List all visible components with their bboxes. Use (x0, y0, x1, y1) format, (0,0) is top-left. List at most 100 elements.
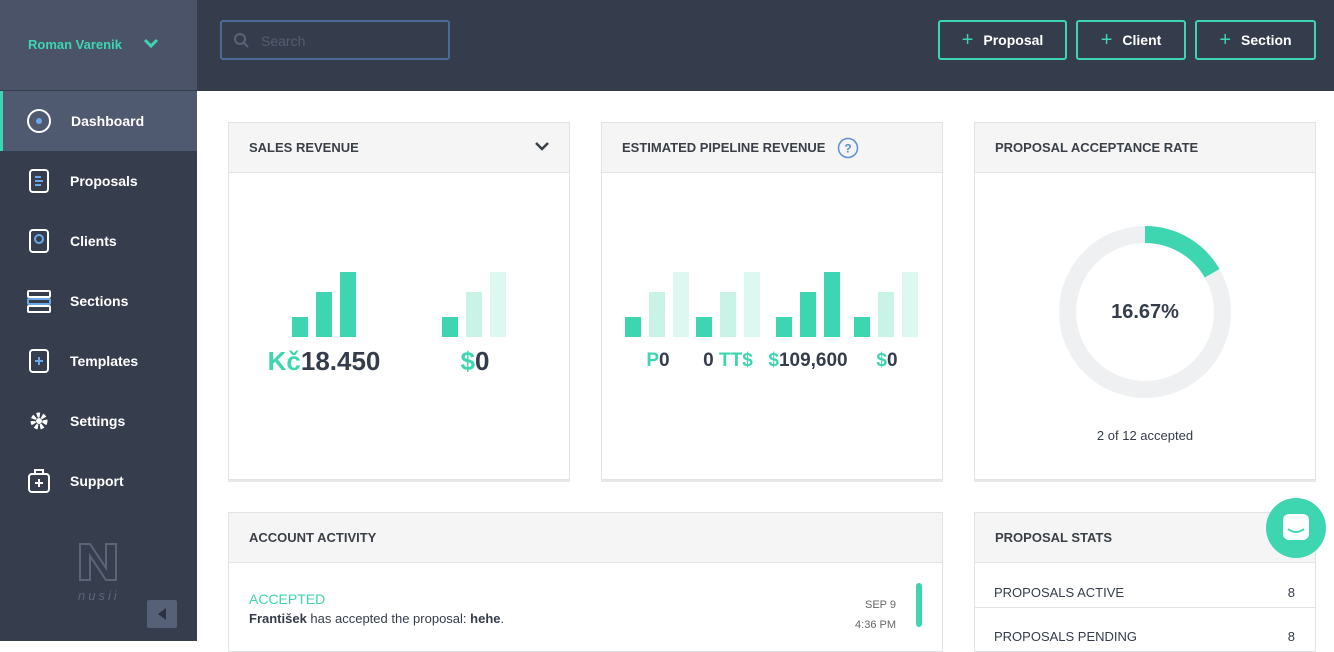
user-menu[interactable]: Roman Varenik (0, 0, 197, 90)
message-part: . (500, 611, 505, 626)
currency: $ (460, 346, 475, 376)
nav-item[interactable]: Clients (70, 233, 117, 249)
acceptance-arc (1059, 226, 1231, 398)
pipeline-card: ESTIMATED PIPELINE REVENUE ? P0 0 TT$ $109… (601, 122, 943, 480)
bar-decor (776, 317, 792, 337)
bar-decor (625, 317, 641, 337)
nav-icon (29, 349, 49, 373)
bar-decor (878, 292, 894, 337)
bar-decor (696, 317, 712, 337)
stats-label: PROPOSALS ACTIVE (994, 585, 1125, 600)
amount: $0 (461, 346, 490, 377)
nav-icon (28, 469, 50, 493)
currency: TT$ (713, 350, 753, 371)
acceptance-card: PROPOSAL ACCEPTANCE RATE 16.67% 2 of 12 … (974, 122, 1316, 480)
activity-message: František has accepted the proposal: heh… (249, 611, 504, 626)
header-button[interactable]: + Client (1076, 20, 1186, 60)
activity-date: SEP 9 (865, 599, 896, 611)
activity-card: ACCOUNT ACTIVITY ACCEPTED František has a… (228, 512, 943, 652)
donut (1059, 226, 1231, 398)
stats-value: 8 (1287, 629, 1295, 644)
bar-decor (720, 292, 736, 337)
plus-icon: + (961, 28, 974, 51)
bar-decor (744, 272, 760, 337)
button-label: Section (1241, 32, 1292, 48)
card-title: SALES REVENUE (249, 140, 359, 155)
amount-value: 0 (887, 350, 898, 371)
chevron (143, 38, 159, 49)
card-title: PROPOSAL STATS (995, 530, 1113, 545)
bars-icon (776, 272, 840, 337)
card-title: ACCOUNT ACTIVITY (249, 530, 377, 545)
stats-value: 8 (1287, 585, 1295, 600)
caption: 2 of 12 accepted (1096, 428, 1194, 443)
nav-icon (29, 229, 49, 253)
bar-decor (800, 292, 816, 337)
amount: $109,600 (768, 350, 847, 372)
bar-decor (316, 292, 332, 337)
nav-item[interactable]: Settings (70, 413, 126, 429)
nav-icon (27, 290, 51, 313)
header-button[interactable]: + Section (1195, 20, 1316, 60)
plus-icon: + (1100, 28, 1113, 51)
nav-item[interactable]: Proposals (70, 173, 138, 189)
bar-decor (340, 272, 356, 337)
user-name: Roman Varenik (28, 37, 122, 52)
stats-row (975, 563, 1315, 608)
bar-decor (902, 272, 918, 337)
help-icon[interactable]: ? (837, 137, 859, 159)
stats-card: PROPOSAL STATS PROPOSALS ACTIVE 8 PROPOSAL… (974, 512, 1316, 652)
logo-text: nusii (78, 588, 120, 603)
currency: $ (876, 350, 887, 371)
nav-icon (27, 109, 51, 133)
bar-decor (649, 292, 665, 337)
header-button[interactable]: + Proposal (938, 20, 1067, 60)
scrollbar[interactable] (916, 583, 922, 627)
amount-value: 0 (475, 346, 490, 376)
bar-decor (466, 292, 482, 337)
chat-button[interactable] (1266, 498, 1326, 558)
activity-time: 4:36 PM (855, 619, 896, 631)
nav-icon (30, 412, 48, 430)
currency: $ (768, 350, 779, 371)
activity-status: ACCEPTED (249, 591, 326, 607)
amount-value: 109,600 (778, 350, 848, 371)
currency: P (646, 350, 660, 371)
search-box[interactable]: Search (220, 20, 450, 60)
message-part: František (249, 611, 307, 626)
search-placeholder: Search (261, 33, 306, 49)
logo-mark (79, 543, 117, 581)
nav-item[interactable]: Dashboard (0, 91, 197, 151)
plus-icon: + (1219, 28, 1232, 51)
bar-decor (673, 272, 689, 337)
svg-text:?: ? (844, 142, 851, 156)
bar-decor (824, 272, 840, 337)
message-part: hehe (470, 611, 501, 626)
amount-value: 18.450 (300, 346, 381, 376)
amount: 0 TT$ (703, 350, 753, 372)
chevron[interactable] (534, 141, 550, 153)
nav-item[interactable]: Sections (70, 293, 129, 309)
nav-item[interactable]: Support (70, 473, 124, 489)
nav-item[interactable]: Templates (70, 353, 139, 369)
amount-value: 0 (659, 350, 670, 371)
top-bar (197, 0, 1334, 91)
nav-icon (29, 169, 49, 193)
bar-decor (442, 317, 458, 337)
collapse-button[interactable] (147, 600, 177, 628)
bar-decor (292, 317, 308, 337)
bars-icon (625, 272, 689, 337)
card-title: PROPOSAL ACCEPTANCE RATE (995, 140, 1199, 155)
bars-icon (292, 272, 356, 337)
card-title: ESTIMATED PIPELINE REVENUE (622, 140, 826, 155)
sales-revenue-card: SALES REVENUE Kč18.450 $0 (228, 122, 570, 480)
button-label: Client (1122, 32, 1162, 48)
bar-decor (490, 272, 506, 337)
bars-icon (442, 272, 506, 337)
message-part: has accepted the proposal: (306, 611, 471, 626)
button-label: Proposal (983, 32, 1044, 48)
currency: Kč (267, 346, 301, 376)
amount: P0 (646, 350, 669, 372)
amount: Kč18.450 (268, 346, 381, 377)
stats-label: PROPOSALS PENDING (994, 629, 1138, 644)
